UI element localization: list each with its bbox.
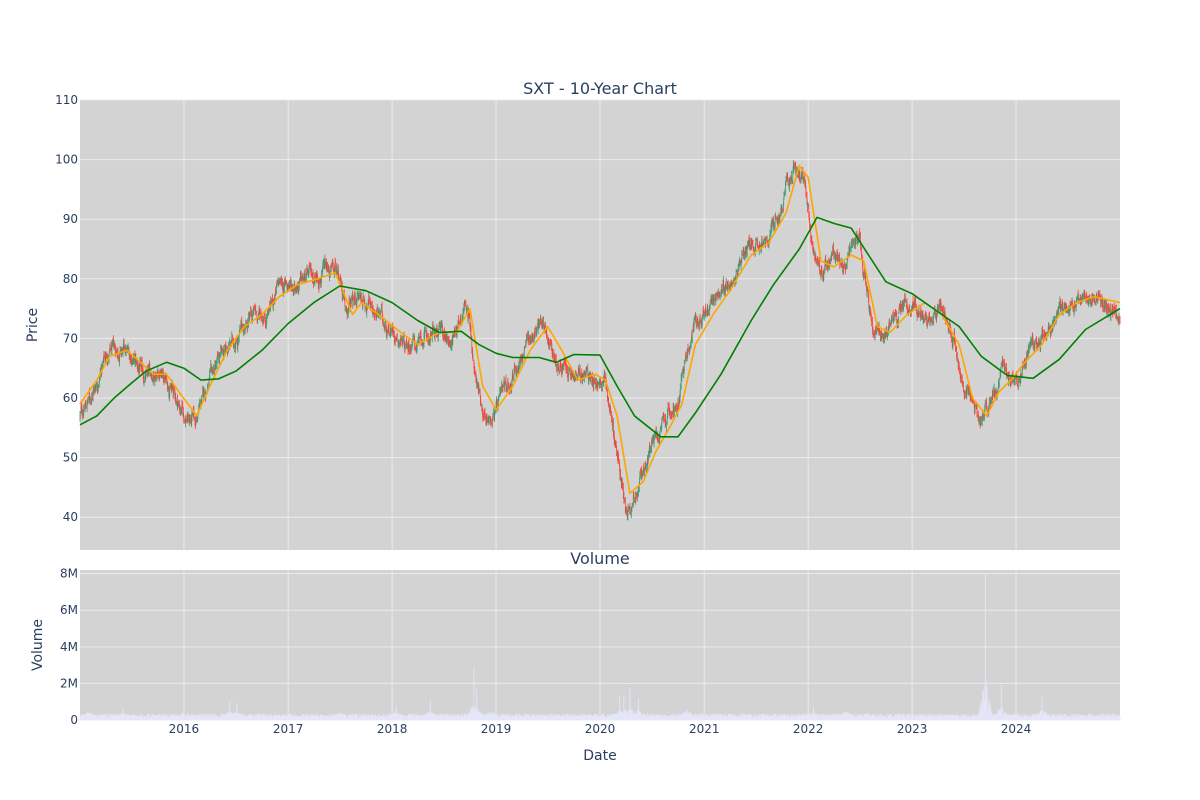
price-y-tick-label: 60 bbox=[63, 391, 78, 405]
chart-title: SXT - 10-Year Chart bbox=[523, 79, 677, 98]
price-y-tick-label: 40 bbox=[63, 510, 78, 524]
price-y-ticks: 40 50 60 70 80 90 100 110 bbox=[55, 93, 78, 524]
price-y-tick-label: 100 bbox=[55, 153, 78, 167]
ma-long-line bbox=[79, 216, 1121, 438]
price-candles bbox=[79, 159, 1121, 521]
price-y-axis-title: Price bbox=[25, 308, 41, 342]
price-y-tick-label: 70 bbox=[63, 331, 78, 345]
price-y-tick-label: 80 bbox=[63, 272, 78, 286]
price-y-tick-label: 90 bbox=[63, 212, 78, 226]
volume-bars bbox=[79, 573, 1121, 720]
price-grid bbox=[80, 99, 1120, 550]
price-y-tick-label: 50 bbox=[63, 451, 78, 465]
price-y-tick-label: 110 bbox=[55, 93, 78, 107]
price-moving-averages bbox=[79, 164, 1121, 495]
price-panel: 40 50 60 70 80 90 100 110 SXT - 10-Year Chart P… bbox=[25, 79, 1121, 550]
